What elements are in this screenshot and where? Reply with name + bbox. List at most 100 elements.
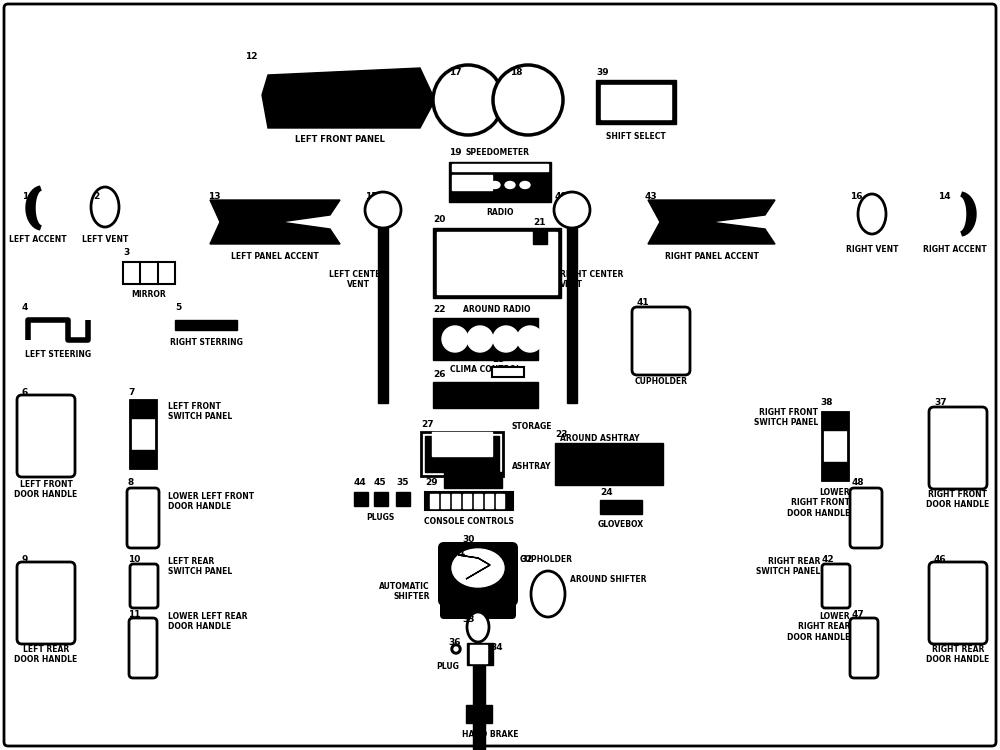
Text: PLUGS: PLUGS <box>366 513 394 522</box>
Text: 21: 21 <box>533 218 546 227</box>
Text: RIGHT ACCENT: RIGHT ACCENT <box>923 245 987 254</box>
Ellipse shape <box>91 187 119 227</box>
FancyBboxPatch shape <box>127 488 159 548</box>
Text: 4: 4 <box>22 303 28 312</box>
Text: 16: 16 <box>850 192 862 201</box>
Circle shape <box>365 192 401 228</box>
Bar <box>452 164 548 171</box>
Text: 3: 3 <box>123 248 129 257</box>
Bar <box>437 232 557 294</box>
Text: 11: 11 <box>128 610 140 619</box>
Polygon shape <box>26 186 41 230</box>
Text: RIGHT REAR
DOOR HANDLE: RIGHT REAR DOOR HANDLE <box>926 645 990 664</box>
Text: 24: 24 <box>600 488 613 497</box>
Ellipse shape <box>531 571 565 617</box>
Text: 13: 13 <box>208 192 220 201</box>
Text: 25: 25 <box>492 355 505 364</box>
Text: AROUND ASHTRAY: AROUND ASHTRAY <box>560 434 640 443</box>
FancyBboxPatch shape <box>822 564 850 608</box>
Text: 30: 30 <box>462 535 474 544</box>
Bar <box>474 494 482 508</box>
Text: HAND BRAKE: HAND BRAKE <box>462 730 518 739</box>
Text: LOWER
RIGHT FRONT
DOOR HANDLE: LOWER RIGHT FRONT DOOR HANDLE <box>787 488 850 518</box>
Text: RIGHT FRONT
SWITCH PANEL: RIGHT FRONT SWITCH PANEL <box>754 408 818 428</box>
Circle shape <box>433 65 503 135</box>
Text: 29: 29 <box>425 478 438 487</box>
Text: 48: 48 <box>852 478 865 487</box>
Ellipse shape <box>505 182 515 188</box>
Bar <box>533 230 547 244</box>
Bar <box>473 665 485 750</box>
Bar <box>421 432 503 476</box>
Text: 40: 40 <box>555 192 568 201</box>
Text: AROUND RADIO: AROUND RADIO <box>463 305 531 314</box>
Text: LEFT ACCENT: LEFT ACCENT <box>9 235 67 244</box>
Polygon shape <box>210 200 340 244</box>
Text: LOWER
RIGHT REAR
DOOR HANDLE: LOWER RIGHT REAR DOOR HANDLE <box>787 612 850 642</box>
Bar <box>467 643 493 665</box>
Bar <box>433 228 561 298</box>
Bar <box>596 80 676 124</box>
Text: ASHTRAY: ASHTRAY <box>512 462 552 471</box>
Circle shape <box>493 326 519 352</box>
Bar <box>425 492 513 510</box>
Text: 33: 33 <box>462 615 475 624</box>
Text: 15: 15 <box>365 192 378 201</box>
Ellipse shape <box>475 182 485 188</box>
Text: 19: 19 <box>449 148 462 157</box>
Text: 35: 35 <box>396 478 409 487</box>
Bar <box>555 443 663 485</box>
Text: RIGHT STERRING: RIGHT STERRING <box>170 338 242 347</box>
Text: STORAGE: STORAGE <box>512 422 552 431</box>
FancyBboxPatch shape <box>850 618 878 678</box>
Bar <box>449 162 551 202</box>
FancyBboxPatch shape <box>438 542 518 606</box>
Bar <box>822 412 848 430</box>
Text: CUPHOLDER: CUPHOLDER <box>635 377 688 386</box>
FancyBboxPatch shape <box>130 564 158 608</box>
Text: RADIO: RADIO <box>486 208 514 217</box>
Ellipse shape <box>858 194 886 234</box>
Bar <box>496 494 504 508</box>
Text: LEFT REAR
SWITCH PANEL: LEFT REAR SWITCH PANEL <box>168 557 232 577</box>
FancyBboxPatch shape <box>440 586 516 619</box>
Text: CUPHOLDER: CUPHOLDER <box>520 555 573 564</box>
Text: 32: 32 <box>520 555 532 564</box>
Text: 45: 45 <box>374 478 387 487</box>
Bar <box>600 500 642 514</box>
Text: 6: 6 <box>22 388 28 397</box>
Text: 47: 47 <box>852 610 865 619</box>
Text: 23: 23 <box>555 430 568 439</box>
Bar <box>130 400 156 418</box>
Circle shape <box>554 192 590 228</box>
Bar <box>433 382 538 408</box>
Text: 5: 5 <box>175 303 181 312</box>
Bar <box>470 645 487 663</box>
FancyBboxPatch shape <box>850 488 882 548</box>
Text: 38: 38 <box>820 398 832 407</box>
Text: LOWER LEFT REAR
DOOR HANDLE: LOWER LEFT REAR DOOR HANDLE <box>168 612 248 632</box>
Bar <box>130 400 156 468</box>
Text: 17: 17 <box>449 68 462 77</box>
Polygon shape <box>648 200 775 244</box>
Text: 43: 43 <box>645 192 658 201</box>
Bar <box>452 175 492 190</box>
Text: LEFT FRONT
DOOR HANDLE: LEFT FRONT DOOR HANDLE <box>14 480 78 500</box>
Text: 26: 26 <box>433 370 446 379</box>
Bar <box>567 228 577 403</box>
Bar <box>378 228 388 403</box>
Text: 10: 10 <box>128 555 140 564</box>
Text: 27: 27 <box>421 420 434 429</box>
Bar <box>466 705 492 723</box>
Text: RIGHT VENT: RIGHT VENT <box>846 245 898 254</box>
Text: CONSOLE CONTROLS: CONSOLE CONTROLS <box>424 517 514 526</box>
Text: LOWER LEFT FRONT
DOOR HANDLE: LOWER LEFT FRONT DOOR HANDLE <box>168 492 254 512</box>
Bar <box>452 494 460 508</box>
FancyBboxPatch shape <box>929 562 987 644</box>
Bar <box>430 494 438 508</box>
Bar <box>444 472 502 488</box>
Bar <box>130 450 156 468</box>
Text: RIGHT REAR
SWITCH PANEL: RIGHT REAR SWITCH PANEL <box>756 557 820 577</box>
Text: 2: 2 <box>93 192 99 201</box>
Bar <box>433 318 538 360</box>
